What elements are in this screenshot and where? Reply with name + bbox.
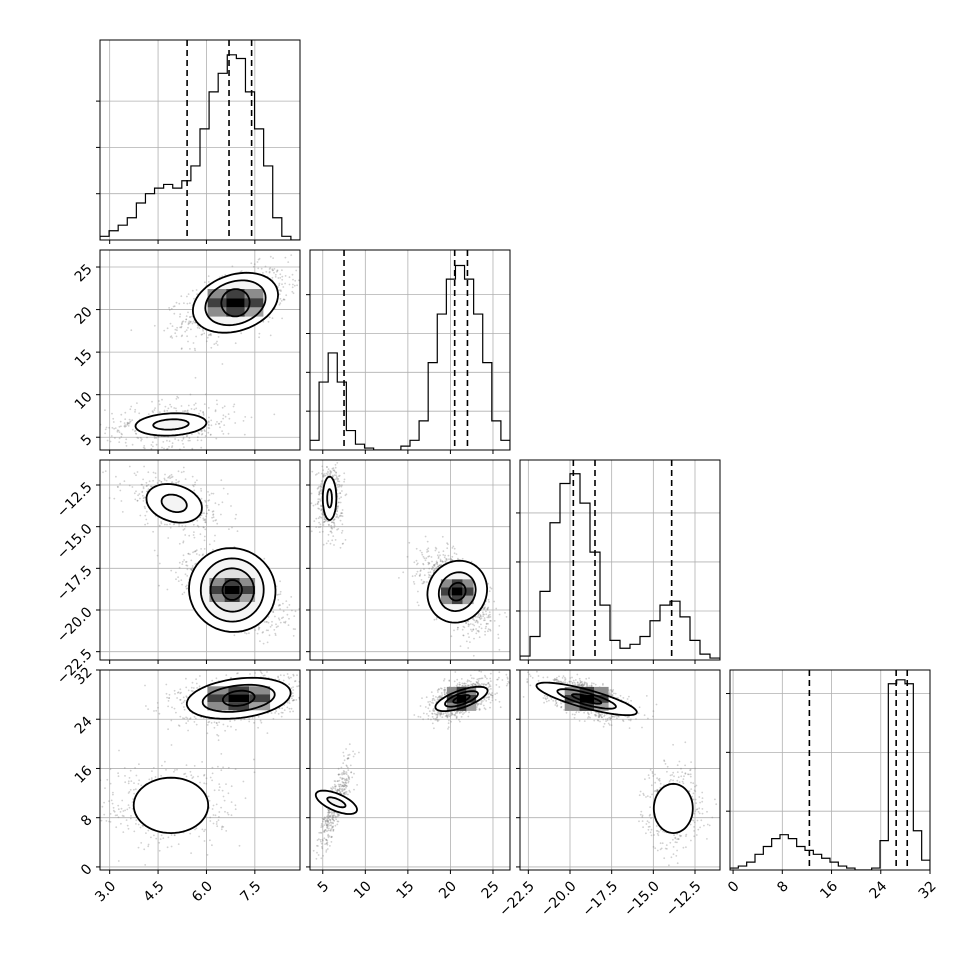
- x-tick-label: 3.0: [92, 878, 119, 905]
- histogram-step-1: [310, 264, 510, 450]
- contour-2-3-0-0: [571, 693, 603, 705]
- contour-0-1-0-1: [204, 279, 267, 327]
- y-tick-label: −12.5: [54, 479, 96, 521]
- x-tick-label: 20: [436, 878, 460, 902]
- density-peak-2-3: [564, 686, 609, 711]
- contour-1-2-0-1: [437, 571, 477, 613]
- y-tick-label: −20.0: [54, 604, 96, 646]
- x-tick-label: 4.5: [141, 878, 168, 905]
- contour-1-2-1-1: [321, 475, 338, 521]
- joint-panel-0-2: [96, 459, 301, 664]
- density-peak-0-2: [209, 578, 256, 602]
- contour-0-3-0-2: [185, 676, 292, 720]
- contour-0-1-1-0: [152, 418, 190, 431]
- y-tick-label: 20: [72, 304, 96, 328]
- y-tick-label: 15: [72, 346, 96, 370]
- density-peak-0-1: [207, 289, 264, 317]
- contour-1-3-0-2: [434, 685, 489, 712]
- x-tick-label: 7.5: [237, 878, 264, 905]
- x-tick-label: 24: [866, 878, 890, 902]
- x-tick-label: −22.5: [496, 878, 538, 920]
- x-tick-label: −15.0: [621, 878, 663, 920]
- y-tick-label: 0: [78, 861, 96, 879]
- x-tick-label: 5: [315, 878, 333, 896]
- x-tick-label: 0: [725, 878, 743, 896]
- y-tick-label: −17.5: [54, 563, 96, 605]
- contour-1-3-0-1: [444, 690, 479, 708]
- contour-2-3-0-1: [556, 688, 617, 710]
- contour-1-3-1-0: [326, 796, 347, 809]
- histogram-panel-1: [306, 249, 511, 454]
- y-tick-label: −15.0: [54, 521, 96, 563]
- joint-panel-2-3: [516, 669, 721, 874]
- histogram-panel-0: [96, 39, 301, 244]
- contour-0-2-1-1: [145, 483, 203, 524]
- histogram-panel-3: [726, 669, 931, 874]
- y-tick-label: 5: [78, 432, 96, 450]
- histogram-step-2: [520, 473, 720, 660]
- joint-panel-1-3: [306, 669, 511, 874]
- joint-panel-0-1: [96, 249, 301, 454]
- contour-1-3-0-0: [452, 694, 471, 704]
- x-tick-label: 6.0: [189, 878, 216, 905]
- x-tick-label: 16: [817, 878, 841, 902]
- histogram-panel-2: [516, 459, 721, 664]
- contour-0-2-1-0: [160, 493, 188, 513]
- y-tick-label: 25: [72, 261, 96, 285]
- contour-0-2-0-2: [199, 557, 265, 623]
- histogram-step-3: [730, 679, 930, 870]
- x-tick-label: −12.5: [663, 878, 705, 920]
- contour-0-2-0-1: [209, 567, 255, 613]
- x-tick-label: 8: [774, 878, 792, 896]
- contour-2-3-0-2: [535, 681, 638, 717]
- y-tick-label: 10: [72, 389, 96, 413]
- joint-panel-1-2: [306, 459, 511, 664]
- contour-0-3-0-0: [221, 689, 256, 707]
- x-tick-label: 15: [394, 878, 418, 902]
- y-tick-label: 24: [72, 714, 96, 738]
- sample-points-1-3: [312, 670, 510, 860]
- x-tick-label: 25: [479, 878, 503, 902]
- contour-0-1-0-0: [220, 288, 251, 318]
- joint-panel-0-3: [96, 669, 301, 874]
- contour-1-2-1-0: [326, 488, 333, 509]
- contour-2-3-1-0: [652, 782, 694, 835]
- x-tick-label: 10: [351, 878, 375, 902]
- contour-0-1-1-1: [134, 412, 208, 437]
- contour-0-3-0-1: [201, 683, 276, 713]
- sample-points-1-2: [310, 460, 510, 657]
- y-tick-label: 16: [72, 763, 96, 787]
- histogram-step-0: [100, 54, 300, 240]
- contour-0-2-0-0: [221, 579, 243, 601]
- y-tick-label: 8: [78, 812, 96, 830]
- x-tick-label: 32: [916, 878, 940, 902]
- contour-0-1-0-2: [191, 271, 280, 334]
- contour-1-3-1-1: [314, 789, 358, 815]
- contour-1-2-0-0: [447, 581, 467, 602]
- x-tick-label: −20.0: [538, 878, 580, 920]
- contour-0-3-1-0: [132, 776, 210, 835]
- x-tick-label: −17.5: [580, 878, 622, 920]
- contour-1-2-0-2: [426, 559, 489, 624]
- contour-0-2-0-3: [188, 547, 277, 633]
